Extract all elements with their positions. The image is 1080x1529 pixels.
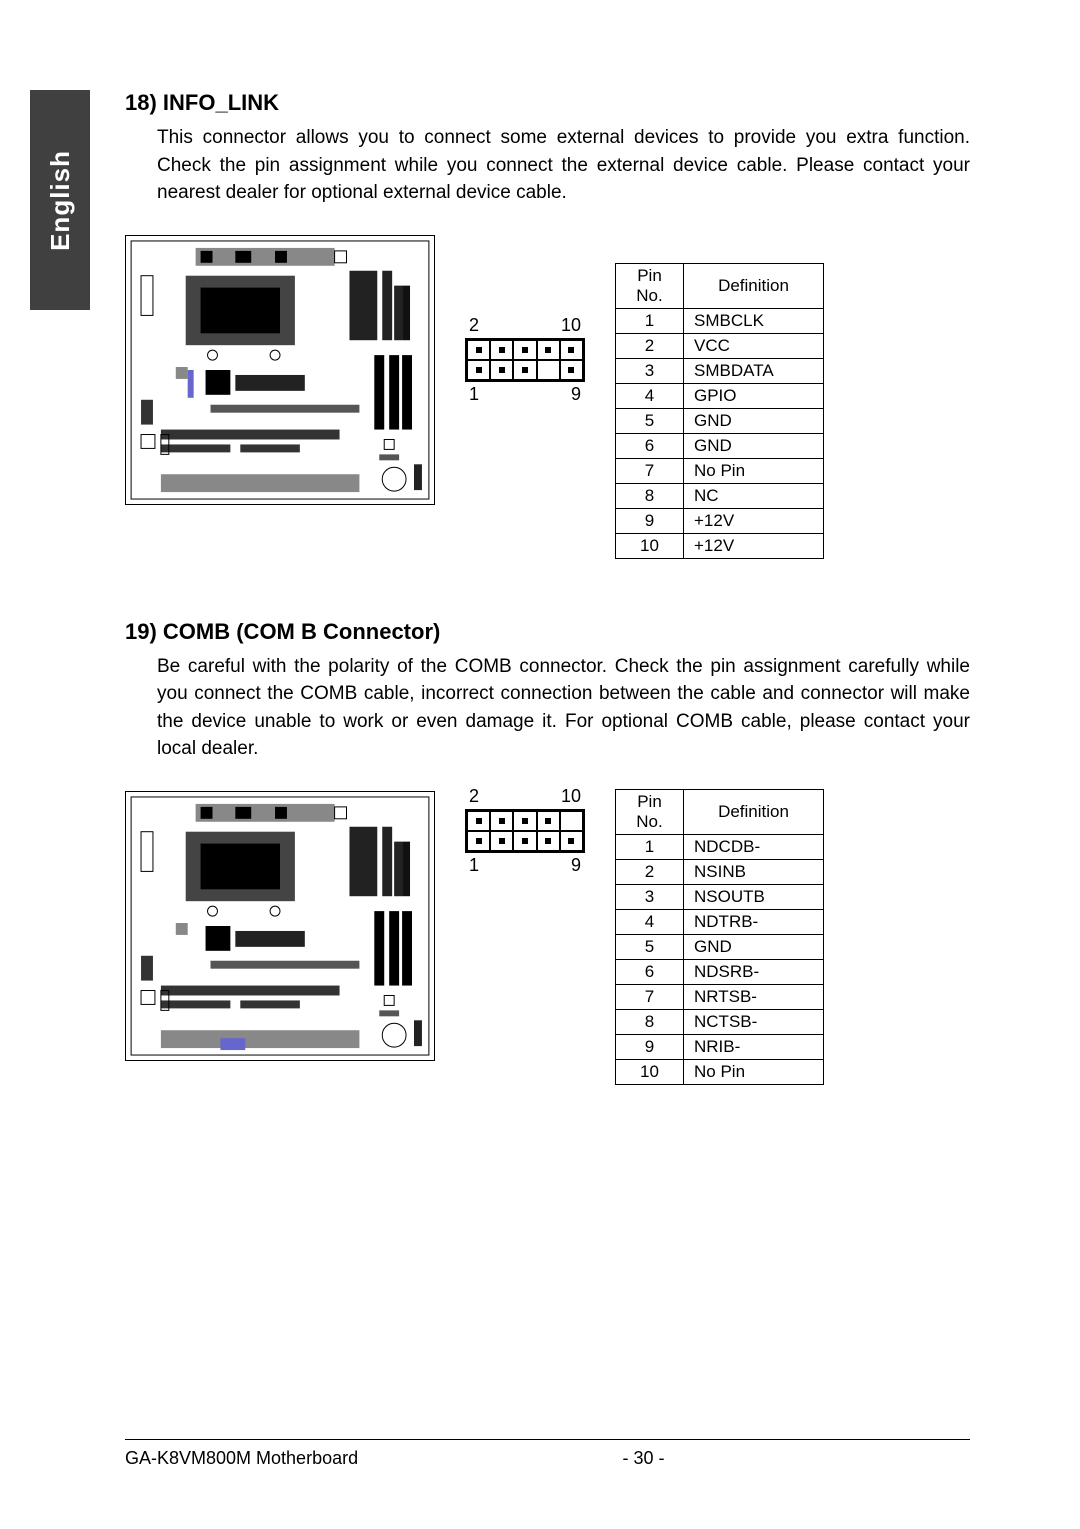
table-header-pin: Pin No. <box>616 263 684 308</box>
section-19-heading: 19) COMB (COM B Connector) <box>125 619 970 645</box>
table-header-def: Definition <box>684 263 824 308</box>
pin-diagram-18: 2 10 1 9 <box>465 315 585 405</box>
table-row: 5GND <box>616 934 824 959</box>
table-row: 1NDCDB- <box>616 834 824 859</box>
table-row: 2NSINB <box>616 859 824 884</box>
table-row: 1SMBCLK <box>616 308 824 333</box>
table-row: 9NRIB- <box>616 1034 824 1059</box>
table-row: 6GND <box>616 433 824 458</box>
motherboard-diagram-18 <box>125 235 435 505</box>
pin-label-2b: 2 <box>469 786 479 807</box>
pin-label-1b: 1 <box>469 855 479 876</box>
pin-table-19: Pin No. Definition 1NDCDB- 2NSINB 3NSOUT… <box>615 789 824 1085</box>
pin-label-1: 1 <box>469 384 479 405</box>
pin-table-18: Pin No. Definition 1SMBCLK 2VCC 3SMBDATA… <box>615 263 824 559</box>
table-row: 3SMBDATA <box>616 358 824 383</box>
page-content: 18) INFO_LINK This connector allows you … <box>0 0 1080 1085</box>
table-row: 3NSOUTB <box>616 884 824 909</box>
section-18-heading: 18) INFO_LINK <box>125 90 970 116</box>
pin-diagram-19: 2 10 1 9 <box>465 786 585 876</box>
table-row: 5GND <box>616 408 824 433</box>
table-row: 8NCTSB- <box>616 1009 824 1034</box>
footer-left: GA-K8VM800M Motherboard <box>125 1448 473 1469</box>
pin-header-18 <box>465 338 585 382</box>
pin-label-9: 9 <box>571 384 581 405</box>
page-footer: GA-K8VM800M Motherboard - 30 - <box>125 1439 970 1469</box>
table-header-def-b: Definition <box>684 789 824 834</box>
table-row: 4GPIO <box>616 383 824 408</box>
table-row: 2VCC <box>616 333 824 358</box>
table-row: 10+12V <box>616 533 824 558</box>
table-row: 7NRTSB- <box>616 984 824 1009</box>
section-18-figure-row: 2 10 1 9 Pin No. Definition 1SMBCLK <box>125 235 970 559</box>
table-row: 10No Pin <box>616 1059 824 1084</box>
pin-label-9b: 9 <box>571 855 581 876</box>
table-row: 9+12V <box>616 508 824 533</box>
pin-header-19 <box>465 809 585 853</box>
table-header-pin-b: Pin No. <box>616 789 684 834</box>
table-row: 7No Pin <box>616 458 824 483</box>
pin-label-2: 2 <box>469 315 479 336</box>
section-19-figure-row: 2 10 1 9 Pin No. Definition 1NDCDB- <box>125 791 970 1085</box>
pin-label-10: 10 <box>561 315 581 336</box>
section-18-body: This connector allows you to connect som… <box>157 124 970 207</box>
motherboard-diagram-19 <box>125 791 435 1061</box>
footer-page-number: - 30 - <box>473 1448 971 1469</box>
pin-label-10b: 10 <box>561 786 581 807</box>
table-row: 6NDSRB- <box>616 959 824 984</box>
table-row: 8NC <box>616 483 824 508</box>
table-row: 4NDTRB- <box>616 909 824 934</box>
section-19-body: Be careful with the polarity of the COMB… <box>157 653 970 763</box>
